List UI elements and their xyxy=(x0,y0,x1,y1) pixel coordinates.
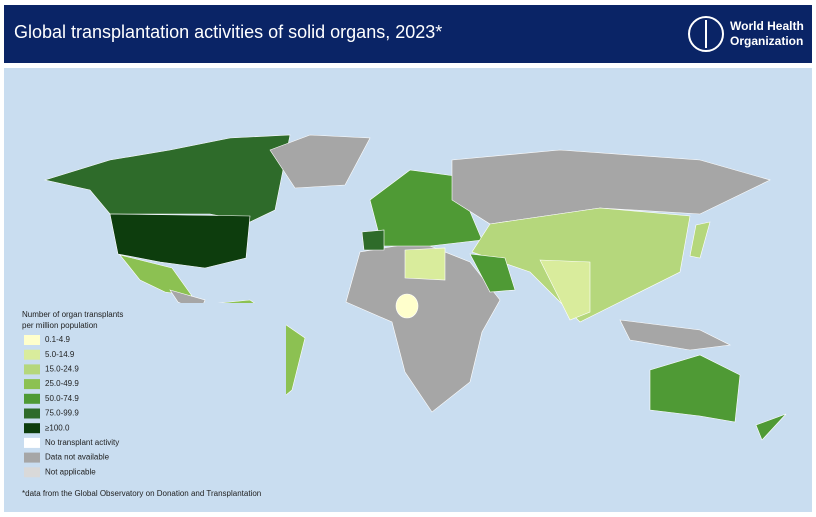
legend-label: Not applicable xyxy=(45,467,96,476)
legend-label: 25.0-49.9 xyxy=(45,379,79,388)
header-title: Global transplantation activities of sol… xyxy=(14,22,442,42)
legend-swatch xyxy=(24,335,40,345)
legend-label: 0.1-4.9 xyxy=(45,335,70,344)
legend-title: per million population xyxy=(22,321,98,330)
legend: 0.1-4.9 5.0-14.9 15.0-24.9 25.0-49.9 50.0-74… xyxy=(24,335,119,478)
africa xyxy=(345,241,501,413)
footnote: *data from the Global Observatory on Don… xyxy=(22,489,261,498)
australia xyxy=(649,354,741,423)
north-africa xyxy=(404,247,446,281)
legend-label: 50.0-74.9 xyxy=(45,394,79,403)
legend-background xyxy=(16,303,286,503)
india xyxy=(539,259,591,321)
legend-label: ≥100.0 xyxy=(45,423,70,432)
usa xyxy=(109,213,251,269)
legend-swatch xyxy=(24,364,40,375)
legend-label: 75.0-99.9 xyxy=(45,409,79,418)
iberia xyxy=(361,229,385,251)
legend-swatch xyxy=(24,349,40,360)
legend-swatch xyxy=(24,423,40,434)
new-zealand xyxy=(755,413,787,441)
japan xyxy=(689,221,711,259)
legend-swatch xyxy=(24,467,40,478)
legend-label: 15.0-24.9 xyxy=(45,365,79,374)
greenland xyxy=(269,134,371,189)
canada-alaska xyxy=(43,134,291,223)
saudi-arabia xyxy=(469,253,516,293)
legend-swatch xyxy=(24,379,40,390)
legend-swatch xyxy=(24,437,40,448)
legend-swatch xyxy=(24,452,40,463)
legend-label: Data not available xyxy=(45,453,110,462)
legend-label: No transplant activity xyxy=(45,438,119,447)
legend-label: 5.0-14.9 xyxy=(45,350,75,359)
legend-title: Number of organ transplants xyxy=(22,310,123,319)
legend-swatch xyxy=(24,393,40,404)
header-bar xyxy=(4,5,812,63)
indonesia xyxy=(619,319,732,351)
nigeria xyxy=(395,293,419,319)
logo-text: World Health xyxy=(730,19,804,33)
russia xyxy=(451,149,771,225)
who-emblem xyxy=(688,16,724,52)
logo-text: Organization xyxy=(730,34,803,48)
legend-swatch xyxy=(24,408,40,419)
